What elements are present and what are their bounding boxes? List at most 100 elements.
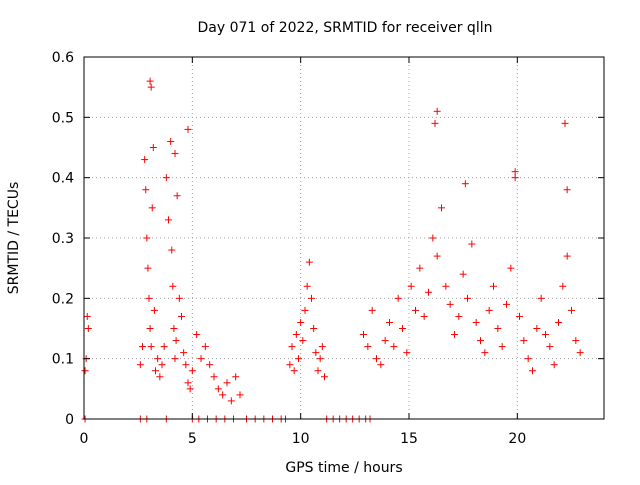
data-point (188, 367, 196, 375)
data-point (169, 282, 177, 290)
data-point (524, 355, 532, 363)
data-point (568, 306, 575, 314)
data-point (429, 234, 437, 242)
data-point (299, 337, 307, 345)
data-point (81, 367, 89, 375)
y-tick-label: 0.5 (52, 110, 74, 126)
data-point (446, 300, 454, 308)
data-point (559, 282, 567, 290)
data-point (308, 294, 315, 302)
data-point (168, 246, 176, 254)
data-point (290, 367, 298, 375)
data-point (201, 343, 209, 351)
y-tick-label: 0.2 (52, 291, 74, 307)
data-point (498, 343, 506, 351)
data-point (206, 361, 214, 369)
data-point (156, 373, 164, 381)
data-point (84, 325, 92, 332)
data-point (148, 204, 156, 212)
data-point (141, 156, 149, 164)
data-point (136, 361, 144, 369)
data-point (407, 282, 415, 290)
data-point (485, 306, 493, 314)
data-point (147, 83, 155, 91)
data-point (160, 343, 168, 351)
data-point (394, 294, 402, 302)
data-point (546, 343, 554, 351)
data-point (182, 361, 190, 369)
data-point (511, 168, 519, 176)
data-point (178, 312, 185, 320)
data-point (425, 288, 432, 296)
data-point (461, 180, 469, 188)
data-point (520, 337, 528, 345)
data-point (297, 318, 305, 326)
data-point (232, 373, 240, 381)
data-point (563, 186, 571, 194)
data-point (286, 361, 294, 369)
data-point (312, 349, 320, 357)
points-layer (81, 77, 584, 423)
y-tick-label: 0.3 (52, 231, 74, 247)
data-point (316, 355, 324, 363)
data-point (193, 331, 201, 339)
data-point (529, 367, 536, 375)
data-point (295, 355, 302, 363)
data-point (288, 343, 296, 351)
data-point (146, 77, 154, 85)
data-point (184, 125, 192, 133)
data-point (576, 349, 584, 357)
data-point (561, 119, 569, 127)
data-point (167, 137, 175, 145)
data-point (455, 312, 463, 320)
data-point (170, 325, 178, 332)
data-point (472, 318, 480, 326)
x-tick-label: 5 (188, 431, 197, 447)
data-point (158, 361, 166, 369)
data-point (314, 367, 322, 375)
data-point (459, 270, 467, 278)
data-point (416, 264, 424, 272)
plot-border (83, 56, 605, 420)
data-point (542, 331, 549, 339)
y-tick-label: 0.6 (52, 50, 74, 66)
data-point (219, 391, 227, 399)
data-point (507, 264, 515, 272)
data-point (468, 240, 476, 248)
data-point (433, 107, 441, 115)
data-point (537, 294, 545, 302)
data-point (171, 150, 179, 158)
data-point (563, 252, 571, 260)
data-point (442, 282, 450, 290)
x-tick-label: 15 (400, 431, 418, 447)
data-point (438, 204, 445, 212)
data-point (477, 337, 484, 345)
data-point (390, 343, 398, 351)
data-point (412, 306, 419, 314)
data-point (223, 379, 231, 387)
data-point (165, 216, 172, 224)
chart-title: Day 071 of 2022, SRMTID for receiver qll… (198, 20, 493, 36)
data-point (516, 312, 523, 320)
data-point (368, 306, 376, 314)
y-tick-label: 0.4 (52, 171, 74, 187)
data-point (481, 349, 489, 357)
x-tick-label: 20 (508, 431, 526, 447)
x-tick-label: 10 (292, 431, 310, 447)
data-point (146, 325, 154, 332)
data-point (305, 258, 313, 266)
data-point (186, 385, 194, 393)
data-point (490, 282, 497, 290)
data-point (364, 343, 372, 351)
data-point (420, 312, 428, 320)
data-point (210, 373, 218, 381)
data-point (310, 325, 318, 332)
data-point (555, 318, 562, 326)
data-point (83, 312, 91, 320)
data-point (142, 186, 150, 194)
data-point (172, 337, 180, 345)
data-point (150, 306, 158, 314)
data-point (318, 343, 326, 351)
